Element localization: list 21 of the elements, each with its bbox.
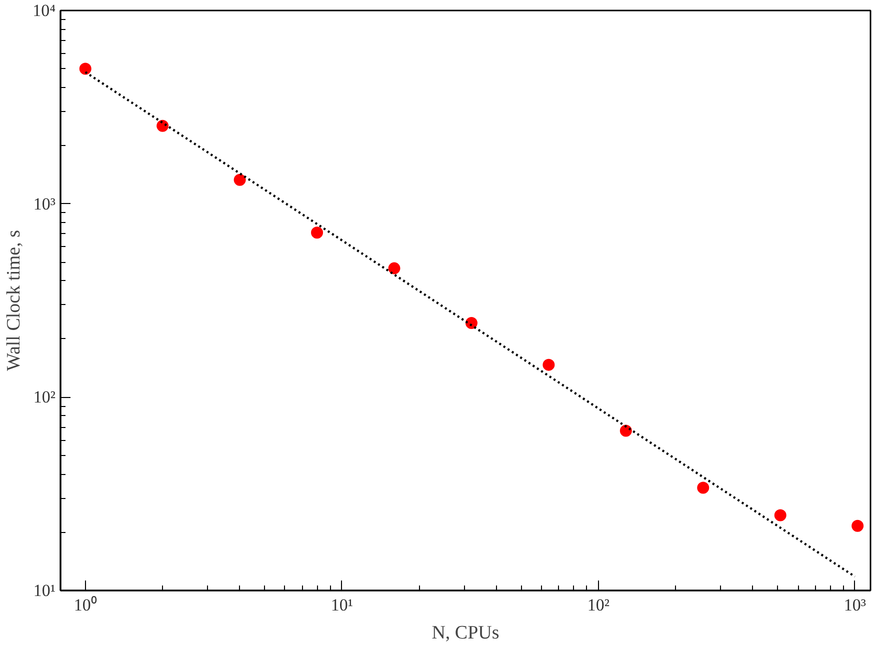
x-tick-label: 10² [587,596,610,614]
point [311,226,324,239]
x-tick-label: 10⁰ [74,596,97,614]
point [852,520,864,532]
point [388,262,400,274]
y-tick-label: 10² [33,388,56,407]
y-tick-label: 10⁴ [32,1,56,20]
y-axis-title: Wall Clock time, s [4,230,25,371]
x-tick-label: 10¹ [330,596,353,614]
point [620,424,632,437]
x-tick-label: 10³ [844,596,866,614]
y-tick-label: 10¹ [33,581,56,600]
point [79,62,92,75]
y-tick-label: 10³ [33,194,56,214]
point [156,120,169,132]
point [234,174,246,186]
point [774,509,786,522]
point [465,316,478,329]
point [697,482,710,494]
point [542,358,555,371]
x-axis-title: N, CPUs [432,622,500,644]
